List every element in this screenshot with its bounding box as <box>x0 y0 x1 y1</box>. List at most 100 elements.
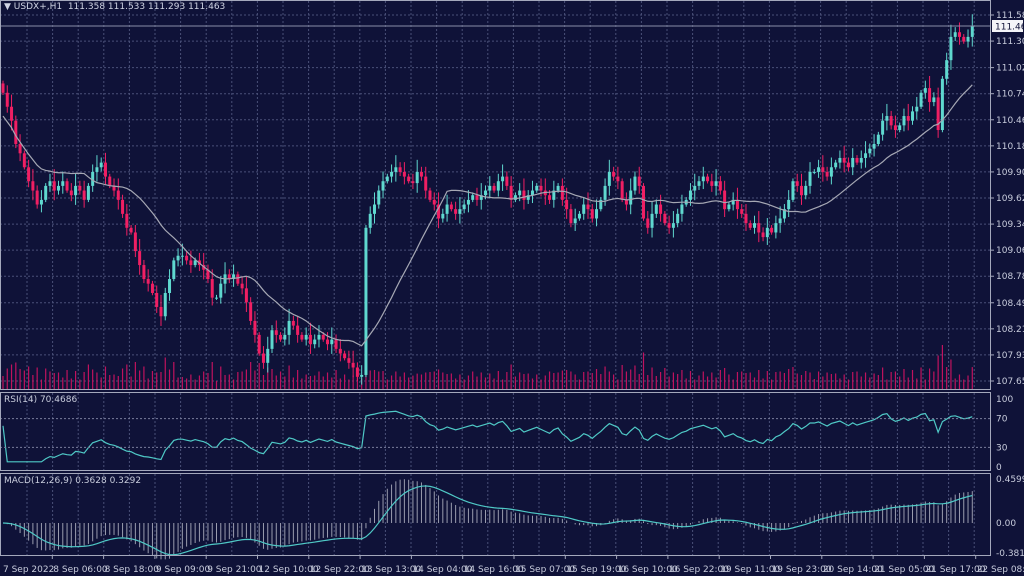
bear-candle <box>321 334 325 340</box>
bear-candle <box>338 348 342 354</box>
time-tick-label: 21 Sep 17:00 <box>925 565 985 575</box>
macd-panel <box>2 479 973 560</box>
bull-candle <box>180 255 184 257</box>
bull-candle <box>372 204 376 214</box>
bull-candle <box>774 223 778 233</box>
bear-candle <box>509 185 513 200</box>
price-axis: 111.585 111.305 111.020 110.740 110.460 110.1… <box>990 11 1024 387</box>
bull-candle <box>61 181 65 186</box>
bull-candle <box>381 181 385 191</box>
bear-candle <box>748 223 752 228</box>
bull-candle <box>317 334 321 340</box>
rsi-label: RSI(14) 70.4686 <box>4 395 78 405</box>
bull-candle <box>526 195 530 200</box>
bear-candle <box>505 176 509 186</box>
bull-candle <box>270 330 274 349</box>
bear-candle <box>210 279 214 298</box>
bear-candle <box>18 143 22 154</box>
bull-candle <box>458 209 462 214</box>
bear-candle <box>402 171 406 177</box>
bear-candle <box>492 185 496 191</box>
price-tick-label: 111.020 <box>996 64 1024 74</box>
bear-candle <box>906 116 910 121</box>
price-tick-label: 109.060 <box>996 246 1024 256</box>
macd-tick-label: -0.3816 <box>996 549 1024 559</box>
bull-candle <box>714 181 718 186</box>
bear-candle <box>227 274 231 280</box>
bull-candle <box>868 148 872 154</box>
bear-candle <box>842 157 846 163</box>
bull-candle <box>488 185 492 191</box>
price-tick-label: 107.935 <box>996 351 1024 361</box>
bear-candle <box>624 199 628 205</box>
bull-candle <box>484 190 488 196</box>
price-tick-label: 109.340 <box>996 220 1024 230</box>
macd-signal-line <box>2 485 973 556</box>
macd-panel-frame <box>0 473 991 556</box>
rsi-axis: 100 70 30 0 <box>996 395 1013 473</box>
triangle-down-icon[interactable]: ▼ <box>4 2 11 12</box>
bear-candle <box>244 288 248 303</box>
chart-header: ▼ USDX+,H1 111.358 111.533 111.293 111.4… <box>4 2 225 12</box>
bear-candle <box>142 265 146 280</box>
bear-candle <box>437 204 441 219</box>
bear-candle <box>129 227 133 233</box>
bull-candle <box>595 209 599 219</box>
time-tick-label: 8 Sep 18:00 <box>105 565 160 575</box>
bear-candle <box>78 185 82 191</box>
bear-candle <box>189 260 193 266</box>
bear-candle <box>347 358 351 363</box>
bear-candle <box>103 162 107 177</box>
bull-candle <box>74 185 78 196</box>
bull-candle <box>518 190 522 196</box>
bull-candle <box>582 204 586 214</box>
bear-candle <box>740 209 744 214</box>
bull-candle <box>377 190 381 205</box>
bull-candle <box>48 181 52 186</box>
bear-candle <box>825 171 829 177</box>
bull-candle <box>193 260 197 266</box>
bull-candle <box>791 181 795 200</box>
bull-candle <box>283 334 287 340</box>
bear-candle <box>125 213 129 228</box>
bull-candle <box>654 204 658 214</box>
bear-candle <box>432 199 436 205</box>
bear-candle <box>475 195 479 200</box>
bull-candle <box>919 92 923 107</box>
bear-candle <box>569 209 573 224</box>
time-tick-label: 21 Sep 05:00 <box>874 565 934 575</box>
bull-candle <box>915 106 919 112</box>
bear-candle <box>261 353 265 363</box>
macd-axis: 0.4599 0.00 -0.3816 <box>996 475 1024 559</box>
bull-candle <box>693 185 697 191</box>
bear-candle <box>22 153 26 168</box>
bear-candle <box>185 255 189 261</box>
time-tick-label: 13 Sep 13:00 <box>361 565 421 575</box>
bear-candle <box>351 362 355 368</box>
bull-candle <box>215 297 218 299</box>
bull-candle <box>812 171 816 173</box>
bull-candle <box>466 199 470 205</box>
bear-candle <box>962 36 966 42</box>
bull-candle <box>394 167 398 172</box>
bull-candle <box>163 292 167 317</box>
bear-candle <box>291 320 295 326</box>
bull-candle <box>680 204 684 214</box>
bear-candle <box>642 185 645 219</box>
bull-candle <box>966 36 970 42</box>
bear-candle <box>616 176 620 182</box>
bear-candle <box>710 181 714 186</box>
bull-candle <box>817 167 821 172</box>
bear-candle <box>659 204 663 214</box>
bull-candle <box>415 171 419 184</box>
bear-candle <box>308 334 312 345</box>
bull-candle <box>86 185 90 200</box>
rsi-tick-label: 70 <box>996 415 1008 425</box>
bear-candle <box>893 125 897 131</box>
price-tick-label: 109.900 <box>996 168 1024 178</box>
bull-candle <box>753 223 757 228</box>
bear-candle <box>761 232 765 238</box>
macd-tick-label: 0.4599 <box>996 475 1024 485</box>
bull-candle <box>859 157 863 163</box>
bear-candle <box>539 185 543 191</box>
